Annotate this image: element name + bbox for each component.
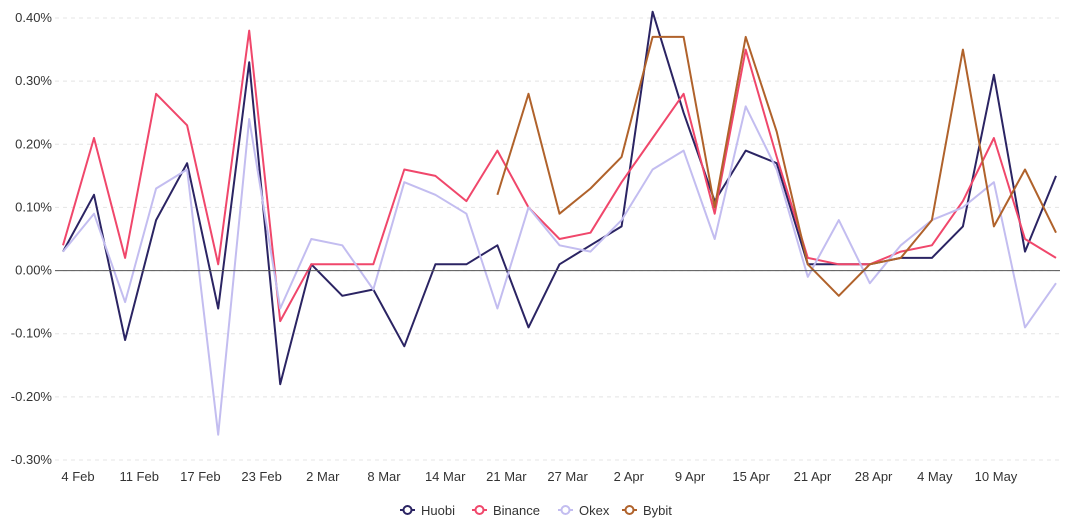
y-tick-label: 0.30% (15, 73, 52, 88)
legend-item-okex[interactable]: Okex (558, 503, 610, 518)
legend-label: Binance (493, 503, 540, 518)
legend: Huobi Binance Okex Bybit (400, 503, 672, 518)
x-tick-label: 27 Mar (547, 469, 588, 484)
x-tick-label: 21 Mar (486, 469, 527, 484)
x-tick-label: 21 Apr (794, 469, 832, 484)
x-axis-ticks: 4 Feb 11 Feb 17 Feb 23 Feb 2 Mar 8 Mar 14 Mar 2… (61, 469, 1017, 484)
series-lines (62, 10, 1057, 436)
legend-marker (624, 505, 635, 515)
y-tick-label: -0.10% (11, 326, 53, 341)
legend-marker (402, 505, 413, 515)
legend-item-binance[interactable]: Binance (472, 503, 540, 518)
y-tick-label: 0.00% (15, 263, 52, 278)
legend-marker (560, 505, 571, 515)
legend-item-huobi[interactable]: Huobi (400, 503, 455, 518)
x-tick-label: 4 Feb (61, 469, 94, 484)
legend-label: Okex (579, 503, 610, 518)
y-axis-ticks: 0.40% 0.30% 0.20% 0.10% 0.00% -0.10% -0.20% -0.… (11, 10, 53, 467)
x-tick-label: 17 Feb (180, 469, 220, 484)
x-tick-label: 2 Mar (306, 469, 340, 484)
series-line-bybit (496, 35, 1057, 297)
x-tick-label: 4 May (917, 469, 953, 484)
x-tick-label: 28 Apr (855, 469, 893, 484)
legend-label: Huobi (421, 503, 455, 518)
y-tick-label: 0.10% (15, 199, 52, 214)
series-line-huobi (62, 10, 1057, 386)
series-line-binance (62, 29, 1057, 323)
y-tick-label: 0.40% (15, 10, 52, 25)
x-tick-label: 15 Apr (732, 469, 770, 484)
legend-marker (474, 505, 485, 515)
x-tick-label: 2 Apr (614, 469, 645, 484)
y-tick-label: 0.20% (15, 136, 52, 151)
x-tick-label: 11 Feb (119, 469, 159, 484)
x-tick-label: 9 Apr (675, 469, 706, 484)
x-tick-label: 14 Mar (425, 469, 466, 484)
y-tick-label: -0.20% (11, 389, 53, 404)
x-tick-label: 23 Feb (241, 469, 281, 484)
x-tick-label: 8 Mar (367, 469, 401, 484)
series-line-okex (62, 105, 1057, 436)
x-tick-label: 10 May (975, 469, 1018, 484)
legend-item-bybit[interactable]: Bybit (622, 503, 672, 518)
legend-label: Bybit (643, 503, 672, 518)
y-tick-label: -0.30% (11, 452, 53, 467)
